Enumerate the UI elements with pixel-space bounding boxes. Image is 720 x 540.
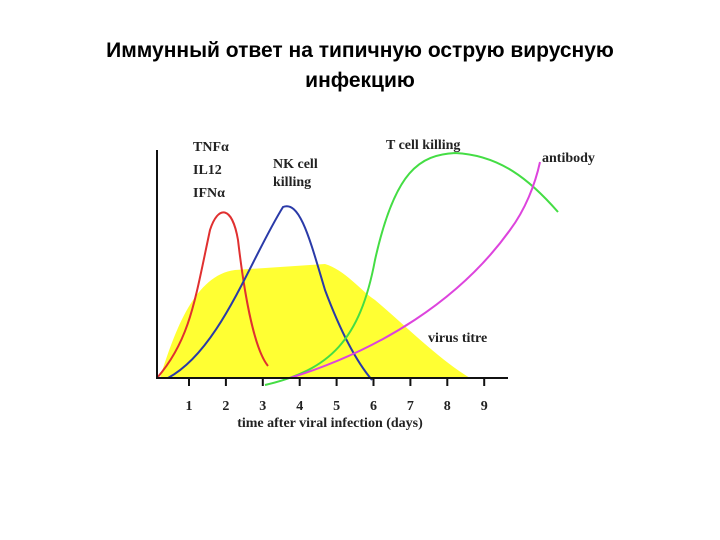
- x-tick-label: 9: [481, 399, 488, 414]
- label: TNFα: [193, 140, 229, 155]
- x-tick-label: 7: [407, 399, 414, 414]
- x-tick-label: 4: [296, 399, 303, 414]
- label: virus titre: [428, 331, 487, 346]
- x-tick-label: 3: [259, 399, 266, 414]
- nk-curve: [167, 205, 373, 381]
- cytokine-curve: [156, 211, 269, 379]
- title-line: Иммунный ответ на типичную острую вирусн…: [106, 39, 614, 62]
- label: NK cell: [273, 157, 318, 172]
- label: antibody: [542, 151, 595, 166]
- title-line: инфекцию: [305, 69, 415, 92]
- x-tick-label: 1: [186, 399, 193, 414]
- label: IFNα: [193, 186, 225, 201]
- antibody-curve: [289, 161, 541, 379]
- virus-area: [160, 264, 470, 378]
- label: IL12: [193, 163, 222, 178]
- x-tick-label: 6: [370, 399, 377, 414]
- label: killing: [273, 175, 311, 190]
- x-tick-label: 5: [333, 399, 340, 414]
- x-tick-label: 8: [444, 399, 451, 414]
- label: T cell killing: [386, 138, 460, 153]
- tcell-curve: [264, 151, 559, 386]
- x-axis-label: time after viral infection (days): [237, 416, 423, 431]
- x-tick-label: 2: [222, 399, 229, 414]
